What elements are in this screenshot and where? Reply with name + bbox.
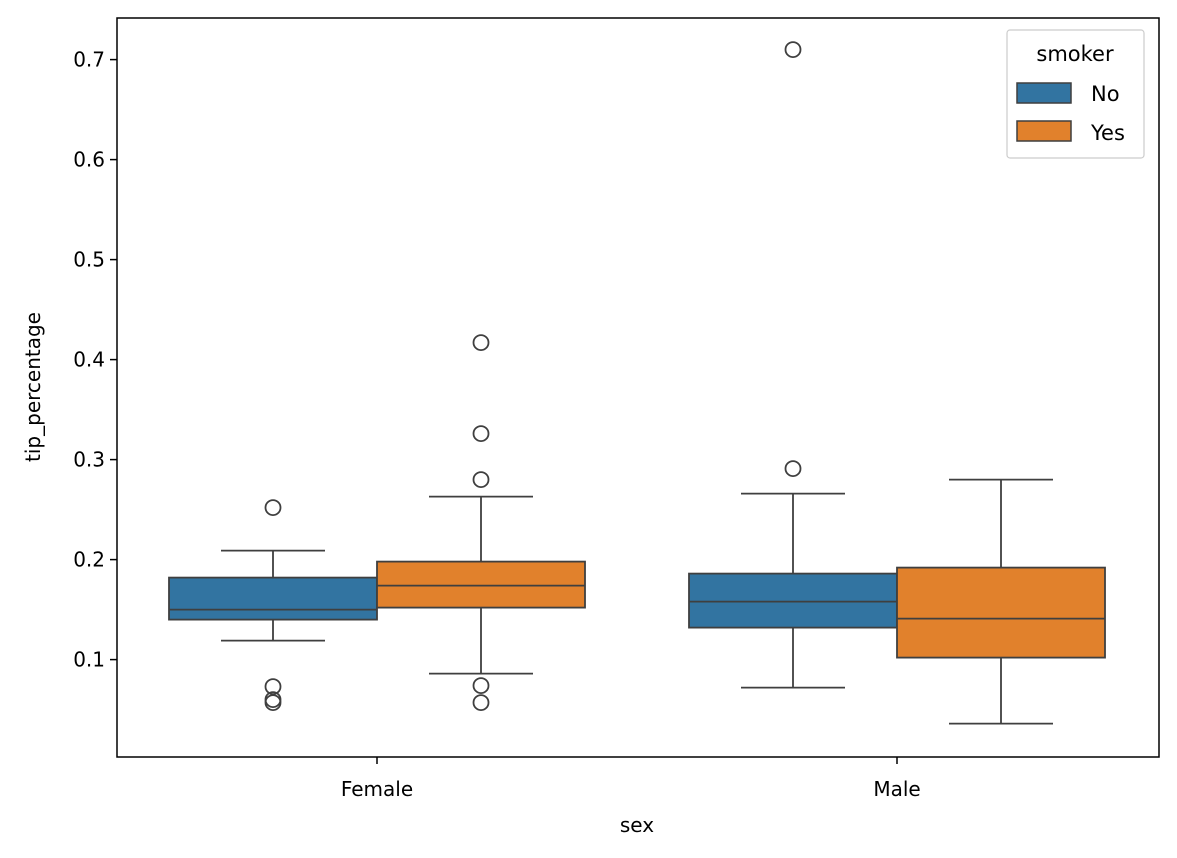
y-tick-label: 0.3 — [73, 448, 105, 472]
legend-label-no: No — [1091, 82, 1120, 106]
legend-title: smoker — [1036, 42, 1114, 66]
legend-label-yes: Yes — [1090, 121, 1125, 145]
y-axis-label: tip_percentage — [21, 312, 45, 462]
y-tick-label: 0.7 — [73, 48, 105, 72]
outlier-point — [264, 694, 282, 711]
outlier-point — [264, 678, 282, 695]
legend-swatch-yes — [1016, 120, 1072, 142]
plot-frame — [116, 17, 1160, 758]
outlier-point — [784, 460, 802, 478]
legend-swatch-no — [1016, 82, 1072, 104]
box-yes-female — [376, 334, 586, 711]
x-tick-label: Female — [341, 777, 413, 801]
iqr-box — [896, 566, 1106, 659]
outlier-point — [472, 694, 490, 711]
outlier-point — [264, 499, 282, 517]
y-tick-label: 0.1 — [73, 648, 105, 672]
y-axis: 0.1 0.2 0.3 0.4 0.5 0.6 0.7 — [73, 48, 117, 672]
box-no-male — [688, 41, 898, 689]
x-axis: Female Male — [341, 757, 921, 801]
outlier-point — [472, 425, 490, 443]
x-axis-label: sex — [620, 813, 654, 837]
iqr-box — [376, 560, 586, 609]
y-tick-label: 0.2 — [73, 548, 105, 572]
x-tick-label: Male — [873, 777, 920, 801]
legend: smoker No Yes — [1006, 29, 1145, 159]
outlier-point — [472, 471, 490, 489]
outlier-point — [472, 677, 490, 694]
plot-area — [168, 41, 1106, 725]
box-yes-male — [896, 478, 1106, 725]
outlier-point — [472, 334, 490, 352]
box-no-female — [168, 499, 378, 711]
outlier-point — [784, 41, 802, 58]
iqr-box — [688, 572, 898, 629]
y-tick-label: 0.5 — [73, 248, 105, 272]
iqr-box — [168, 576, 378, 621]
y-tick-label: 0.4 — [73, 348, 105, 372]
y-tick-label: 0.6 — [73, 148, 105, 172]
